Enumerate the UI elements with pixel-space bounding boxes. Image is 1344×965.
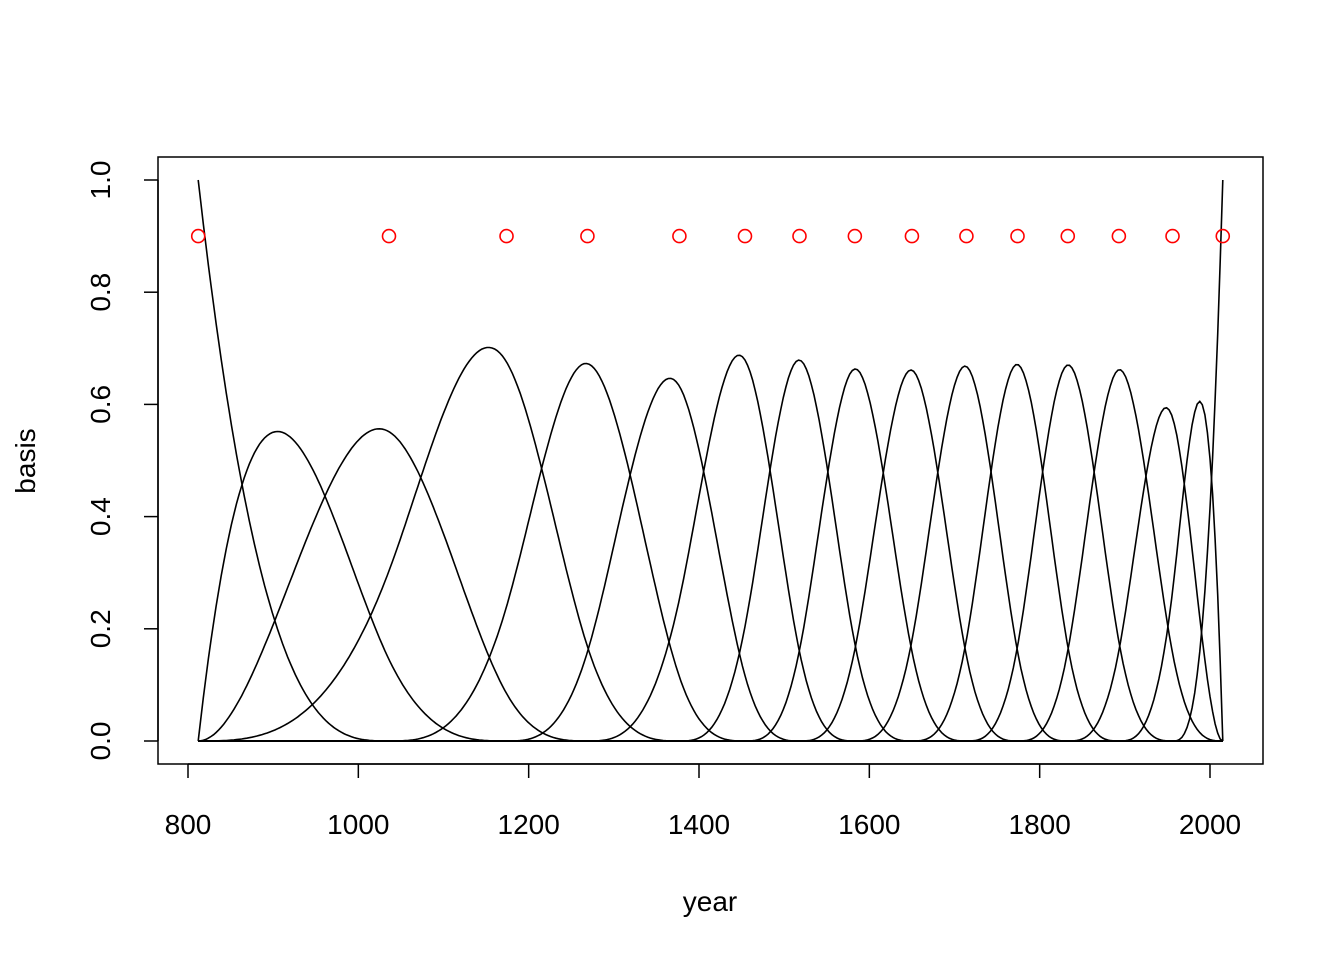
basis-curve-17 [198,179,1224,742]
knot-marker-15 [1215,228,1231,244]
basis-curves [197,179,1224,742]
y-tick-label: 0.0 [85,722,116,761]
x-tick-label: 1000 [327,809,389,840]
y-axis-label: basis [10,428,41,493]
knot-marker-6 [737,228,753,244]
basis-curve-15 [198,406,1224,742]
knot-marker-12 [1060,228,1076,244]
knot-marker-1 [190,228,206,244]
knot-marker-3 [499,228,514,244]
basis-curve-16 [198,400,1224,742]
y-tick-label: 0.6 [85,385,116,424]
x-axis: 800 1000 1200 1400 1600 1800 2000 [165,763,1241,840]
knot-marker-4 [580,228,595,244]
plot-frame [157,156,1264,765]
basis-curve-7 [198,354,1223,742]
knot-marker-9 [904,228,920,244]
basis-curve-4 [198,346,1223,742]
basis-curve-10 [198,369,1223,742]
x-tick-label: 1600 [838,809,900,840]
knot-marker-10 [959,228,974,244]
x-tick-label: 1400 [668,809,730,840]
knot-marker-8 [847,228,863,244]
y-tick-label: 1.0 [85,161,116,200]
basis-curve-11 [198,365,1223,742]
x-tick-label: 800 [165,809,212,840]
knot-marker-7 [792,228,807,244]
basis-curve-13 [198,364,1223,742]
basis-curve-9 [198,368,1223,742]
x-tick-label: 2000 [1179,809,1241,840]
basis-curve-5 [198,362,1223,742]
knot-marker-14 [1165,228,1180,244]
basis-curve-2 [197,430,1223,742]
y-tick-label: 0.8 [85,273,116,312]
basis-curve-12 [198,363,1223,742]
y-tick-label: 0.4 [85,497,116,536]
knot-marker-2 [381,228,397,244]
basis-curve-14 [198,368,1223,742]
y-axis: 0.0 0.2 0.4 0.6 0.8 1.0 [85,161,159,761]
knot-marker-11 [1010,228,1025,244]
x-axis-label: year [683,886,737,917]
knot-markers [190,228,1231,244]
x-tick-label: 1200 [498,809,560,840]
x-tick-label: 1800 [1009,809,1071,840]
basis-curve-8 [198,359,1223,742]
y-tick-label: 0.2 [85,609,116,648]
knot-marker-5 [672,228,687,244]
knot-marker-13 [1111,228,1127,244]
basis-curve-3 [198,427,1223,742]
